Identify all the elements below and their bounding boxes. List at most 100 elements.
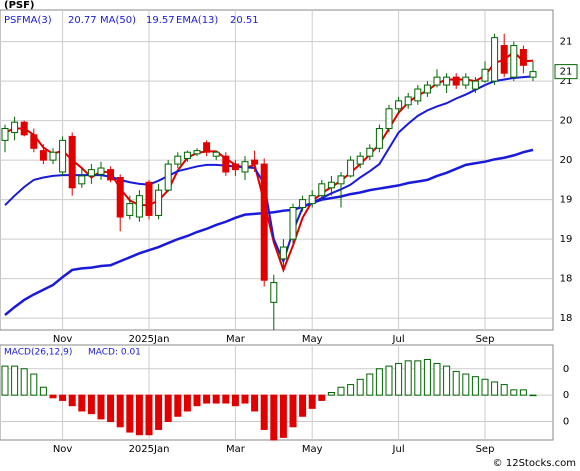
macd-bar: [510, 389, 518, 396]
macd-bar: [366, 373, 374, 396]
candle-body: [241, 161, 249, 173]
macd-bar: [1, 365, 9, 396]
candle-body: [471, 80, 479, 90]
y-tick-label: 19: [560, 234, 573, 245]
candle-body: [107, 169, 115, 181]
candle-body: [135, 195, 143, 218]
macd-bar: [385, 365, 393, 396]
y-tick-label: 20: [560, 116, 573, 127]
x-tick-label: Mar: [226, 334, 246, 345]
macd-bar: [529, 394, 537, 397]
x-tick-label: Nov: [53, 334, 73, 345]
candle-body: [270, 282, 278, 303]
macd-bar: [423, 359, 431, 396]
x-tick-label: Jul: [392, 444, 405, 455]
macd-bar: [68, 394, 76, 407]
macd-bar: [212, 394, 220, 404]
x-tick-label: Sep: [476, 334, 495, 345]
y-tick-label: 18: [560, 313, 573, 324]
footer: © 12Stocks.com: [493, 458, 576, 469]
candle-body: [299, 199, 307, 209]
macd-bar: [20, 368, 28, 396]
legend-value: 20.77: [68, 15, 97, 26]
candle-body: [183, 151, 191, 160]
candle-body: [366, 147, 374, 157]
candle-body: [164, 163, 172, 191]
legend-value: 20.51: [230, 15, 259, 26]
macd-bar: [97, 394, 105, 420]
macd-title: MACD(26,12,9): [4, 348, 72, 358]
x-tick-label: Nov: [53, 444, 73, 455]
candle-body: [203, 142, 211, 153]
candle-body: [491, 37, 499, 82]
macd-bar: [107, 394, 115, 423]
legend-value: 19.57: [146, 15, 175, 26]
x-tick-label: 2025Jan: [129, 444, 170, 455]
macd-bar: [433, 362, 441, 396]
y-tick-label: 20: [560, 155, 573, 166]
candle-body: [212, 151, 220, 157]
candle-body: [337, 175, 345, 185]
macd-bar: [135, 394, 143, 436]
legend-name: EMA(13): [176, 15, 218, 26]
y-tick-label: 18: [560, 274, 573, 285]
candle-body: [260, 163, 268, 281]
candle-body: [222, 155, 230, 173]
candle-body: [462, 76, 470, 86]
macd-bar: [414, 360, 422, 396]
candle-body: [97, 167, 105, 175]
candle-body: [308, 195, 316, 205]
macd-bar: [443, 365, 451, 396]
candle-body: [145, 181, 153, 216]
candle-body: [155, 189, 163, 216]
macd-bar: [356, 378, 364, 396]
macd-bar: [452, 370, 460, 396]
candle-body: [279, 246, 287, 260]
candle-body: [116, 177, 124, 218]
candle-body: [193, 150, 201, 155]
candle-body: [510, 45, 518, 78]
macd-bar: [471, 376, 479, 396]
macd-bar: [481, 378, 489, 396]
candle-body: [251, 159, 259, 165]
macd-bar: [87, 394, 95, 415]
candle-body: [481, 68, 489, 82]
candle-body: [519, 49, 527, 66]
candle-body: [327, 181, 335, 189]
x-tick-label: 2025Jan: [129, 334, 170, 345]
legend-symbol: PSF: [4, 15, 22, 26]
candle-body: [356, 155, 364, 165]
last-price-box: [554, 64, 578, 80]
candle-body: [49, 151, 57, 161]
macd-bar: [491, 381, 499, 396]
macd-bar: [308, 394, 316, 409]
macd-bar: [500, 384, 508, 396]
candle-body: [20, 121, 28, 136]
x-tick-label: Mar: [226, 444, 246, 455]
macd-bar: [260, 394, 268, 430]
macd-subtitle: MACD: 0.01: [88, 348, 141, 358]
candle-body: [87, 169, 95, 177]
x-tick-label: May: [302, 334, 323, 345]
macd-bar: [174, 394, 182, 417]
candle-body: [289, 207, 297, 240]
candle-body: [78, 175, 86, 185]
macd-bar: [164, 394, 172, 423]
candle-body: [443, 76, 451, 86]
candle-body: [347, 159, 355, 177]
macd-bar: [337, 386, 345, 396]
candle-body: [126, 203, 134, 216]
macd-bar: [347, 384, 355, 396]
macd-bar: [270, 394, 278, 441]
macd-bar: [155, 394, 163, 430]
candle-body: [1, 128, 9, 141]
candle-body: [500, 45, 508, 74]
legend-name: MA(50): [100, 15, 136, 26]
macd-bar: [193, 394, 201, 407]
candle-body: [385, 108, 393, 130]
legend-name: MA(3): [22, 15, 52, 26]
macd-bar: [11, 365, 19, 396]
macd-bar: [251, 394, 259, 412]
macd-bar: [327, 392, 335, 396]
